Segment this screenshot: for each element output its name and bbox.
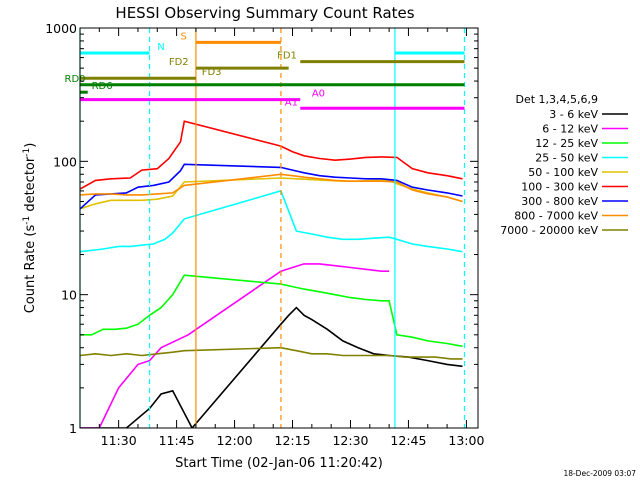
state-label-8: A1 (285, 97, 298, 108)
y-tick-label-2: 100 (53, 154, 77, 169)
x-tick-label-3: 12:15 (275, 433, 311, 448)
legend-label-8: 7000 - 20000 keV (500, 224, 598, 237)
legend-label-3: 25 - 50 keV (535, 152, 598, 165)
state-label-1: S (180, 31, 186, 42)
series-line-2 (80, 274, 463, 348)
y-axis-label: Count Rate (s-1 detector-1) (22, 143, 38, 314)
state-label-5: RD0 (65, 74, 86, 85)
state-label-0: N (157, 42, 164, 53)
x-tick-label-4: 12:30 (332, 433, 368, 448)
state-label-3: FD2 (169, 57, 189, 68)
y-tick-label-0: 1 (69, 421, 77, 436)
legend-label-7: 800 - 7000 keV (514, 210, 598, 223)
y-axis-label-sup2: -1 (22, 148, 32, 157)
series-line-0 (80, 306, 463, 428)
y-axis-label-sup: -1 (22, 216, 32, 225)
series-line-6 (80, 163, 463, 210)
legend-label-2: 12 - 25 keV (535, 137, 598, 150)
legend-label-1: 6 - 12 keV (542, 123, 598, 136)
y-axis-label-main: Count Rate (s (23, 225, 38, 314)
legend-label-4: 50 - 100 keV (528, 166, 598, 179)
x-axis: 11:30 11:45 12:00 12:15 12:30 12:45 13:00 (98, 28, 484, 448)
series-line-8 (80, 346, 463, 360)
x-tick-label-5: 12:45 (390, 433, 426, 448)
chart-title: HESSI Observing Summary Count Rates (115, 4, 414, 22)
y-axis-label-mid: detector (23, 156, 38, 216)
series-line-5 (80, 120, 463, 190)
x-axis-label: Start Time (02-Jan-06 11:20:42) (175, 456, 383, 471)
state-label-7: A0 (312, 89, 325, 100)
series-line-3 (80, 189, 463, 253)
series-line-7 (80, 173, 463, 203)
x-tick-label-1: 11:45 (159, 433, 195, 448)
series-line-1 (80, 263, 390, 428)
series-layer (80, 120, 463, 428)
y-tick-label-3: 1000 (45, 21, 77, 36)
footnote-timestamp: 18-Dec-2009 03:07 (563, 469, 636, 478)
state-label-6: RD6 (92, 81, 113, 92)
legend-label-0: 3 - 6 keV (549, 108, 598, 121)
y-tick-label-1: 10 (61, 288, 77, 303)
y-axis: 1 10 100 1000 (45, 21, 478, 436)
x-tick-label-0: 11:30 (101, 433, 137, 448)
y-axis-label-end: ) (23, 143, 38, 148)
legend-title: Det 1,3,4,5,6,9 (515, 93, 598, 106)
state-label-4: FD3 (202, 67, 222, 78)
x-tick-label-2: 12:00 (217, 433, 253, 448)
legend-label-5: 100 - 300 keV (521, 181, 598, 194)
legend-label-6: 300 - 800 keV (521, 195, 598, 208)
marker-layer (79, 28, 466, 428)
attenuator-layer: N S FD1 FD2 FD3 RD0 RD6 A0 A1 (65, 31, 465, 110)
plot-frame (79, 27, 479, 429)
state-label-2: FD1 (277, 51, 297, 62)
x-tick-label-6: 13:00 (448, 433, 484, 448)
